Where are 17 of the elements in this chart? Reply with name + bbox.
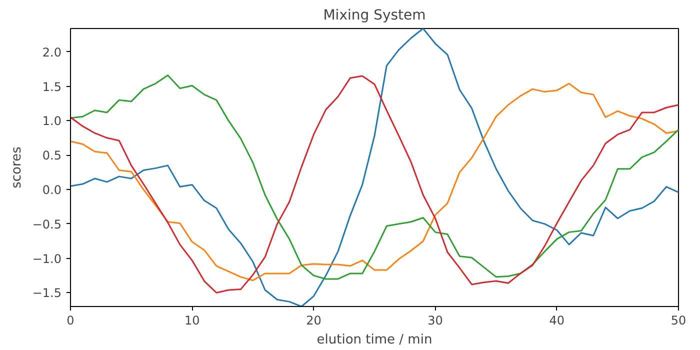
- x-tick-label: 0: [66, 314, 74, 328]
- y-axis-title: scores: [9, 146, 24, 188]
- y-tick-label: −0.5: [32, 217, 62, 232]
- y-tick-label: −1.0: [32, 252, 62, 266]
- x-tick-label: 30: [428, 314, 443, 328]
- y-tick-label: −1.5: [32, 286, 62, 300]
- y-tick-label: 0.5: [42, 148, 62, 163]
- y-tick-label: 1.5: [42, 80, 62, 94]
- x-axis-title: elution time / min: [316, 332, 432, 348]
- x-tick-label: 10: [184, 314, 200, 328]
- x-tick-label: 50: [670, 314, 686, 328]
- x-tick-label: 20: [306, 314, 322, 328]
- y-tick-label: 2.0: [42, 45, 62, 60]
- chart-title: Mixing System: [323, 8, 426, 24]
- y-tick-label: 0.0: [42, 183, 62, 198]
- y-tick-label: 1.0: [42, 114, 62, 128]
- x-tick-label: 40: [549, 314, 565, 328]
